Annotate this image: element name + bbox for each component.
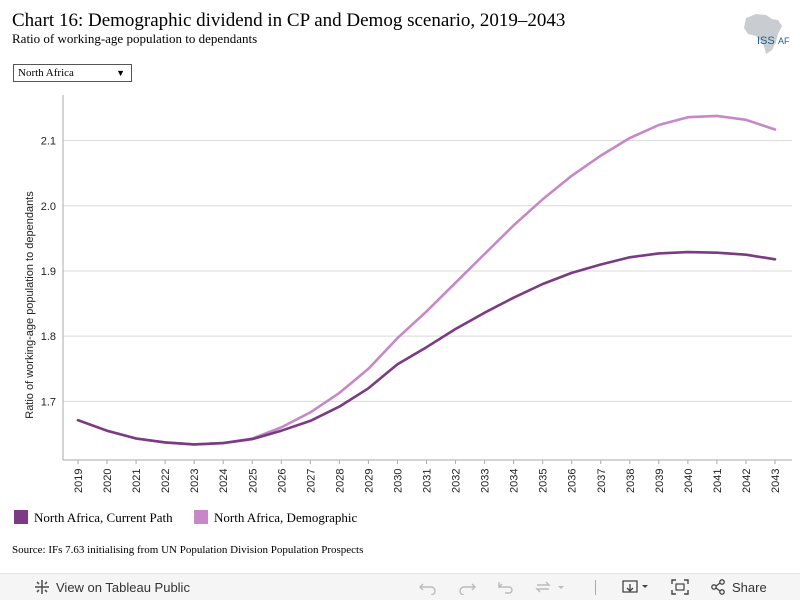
x-tick-label: 2040 <box>683 469 695 493</box>
refresh-icon <box>535 581 564 593</box>
x-tick-label: 2043 <box>770 469 782 493</box>
gridlines <box>63 140 792 402</box>
view-on-tableau-label: View on Tableau Public <box>56 579 190 595</box>
redo-button[interactable] <box>458 579 476 595</box>
share-icon <box>711 579 725 595</box>
tableau-toolbar: View on Tableau Public Share <box>0 573 800 600</box>
x-tick-label: 2023 <box>189 469 201 493</box>
chart-subtitle: Ratio of working-age population to depen… <box>12 31 258 46</box>
view-on-tableau-button[interactable]: View on Tableau Public <box>34 579 190 595</box>
toolbar-divider <box>595 580 596 595</box>
legend-item-demographic[interactable]: North Africa, Demographic <box>194 510 357 526</box>
x-tick-label: 2026 <box>276 469 288 493</box>
x-tick-labels: 2019 2020 2021 2022 2023 2024 2025 2026 2027 2028… <box>73 460 782 493</box>
region-filter-value: North Africa <box>18 67 74 79</box>
share-button[interactable]: Share <box>710 579 767 595</box>
y-tick-label: 1.8 <box>41 331 56 343</box>
line-chart: 1.7 1.8 1.9 2.0 2.1 2019 2020 2021 2022 2023 2024… <box>24 95 792 493</box>
x-tick-label: 2031 <box>422 469 434 493</box>
logo-text-af: AF <box>778 36 790 46</box>
y-axis-label: Ratio of working-age population to depen… <box>24 191 36 419</box>
legend-item-current-path[interactable]: North Africa, Current Path <box>14 510 173 526</box>
legend-swatch-current-path <box>14 510 28 524</box>
x-tick-label: 2029 <box>363 469 375 493</box>
axes <box>62 95 792 461</box>
chart-title: Chart 16: Demographic dividend in CP and… <box>12 10 566 31</box>
y-tick-label: 2.1 <box>41 136 56 148</box>
x-tick-label: 2032 <box>451 469 463 493</box>
x-tick-label: 2037 <box>596 469 608 493</box>
x-tick-label: 2035 <box>538 469 550 493</box>
series-lines <box>76 114 777 446</box>
x-tick-label: 2027 <box>305 469 317 493</box>
region-filter-dropdown[interactable]: North Africa ▼ <box>13 64 132 82</box>
tableau-logo-icon <box>35 580 49 594</box>
fullscreen-button[interactable] <box>671 579 689 595</box>
legend: North Africa, Current Path North Africa,… <box>14 510 374 528</box>
undo-button[interactable] <box>419 579 437 595</box>
x-tick-label: 2042 <box>741 469 753 493</box>
x-tick-label: 2036 <box>567 469 579 493</box>
x-tick-label: 2028 <box>334 469 346 493</box>
x-tick-label: 2039 <box>654 469 666 493</box>
share-label: Share <box>732 579 767 595</box>
y-tick-label: 1.9 <box>41 266 56 278</box>
x-tick-label: 2041 <box>712 469 724 493</box>
x-tick-label: 2022 <box>160 469 172 493</box>
x-tick-label: 2020 <box>102 469 114 493</box>
source-note: Source: IFs 7.63 initialising from UN Po… <box>12 544 364 556</box>
download-button[interactable] <box>621 579 653 595</box>
series-line-demographic[interactable] <box>76 114 777 446</box>
fullscreen-icon <box>671 579 689 595</box>
legend-label-current-path: North Africa, Current Path <box>34 510 173 525</box>
revert-button[interactable] <box>497 579 515 595</box>
y-tick-labels: 1.7 1.8 1.9 2.0 2.1 <box>41 136 56 409</box>
y-tick-label: 1.7 <box>41 396 56 408</box>
undo-icon <box>419 583 436 595</box>
download-icon <box>622 580 648 593</box>
chevron-down-icon: ▼ <box>116 68 125 78</box>
africa-map-icon <box>744 14 782 54</box>
redo-icon <box>459 583 476 595</box>
revert-icon <box>498 582 513 594</box>
issafrica-logo: ISS AF <box>744 14 790 54</box>
x-tick-label: 2024 <box>218 469 230 493</box>
refresh-button[interactable] <box>535 579 565 595</box>
logo-text-iss: ISS <box>757 35 775 47</box>
x-tick-label: 2034 <box>509 469 521 493</box>
series-line-current-path[interactable] <box>76 250 777 446</box>
y-tick-label: 2.0 <box>41 201 56 213</box>
legend-label-demographic: North Africa, Demographic <box>214 510 358 525</box>
x-tick-label: 2038 <box>625 469 637 493</box>
legend-swatch-demographic <box>194 510 208 524</box>
x-tick-label: 2030 <box>392 469 404 493</box>
x-tick-label: 2033 <box>480 469 492 493</box>
x-tick-label: 2019 <box>73 469 85 493</box>
x-tick-label: 2025 <box>247 469 259 493</box>
x-tick-label: 2021 <box>131 469 143 493</box>
